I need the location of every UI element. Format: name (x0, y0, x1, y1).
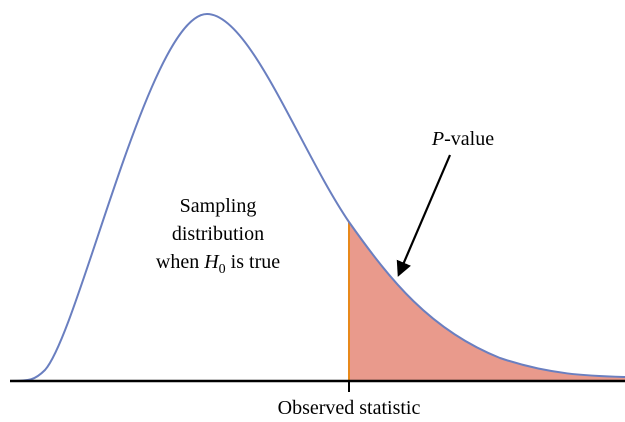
p-value-arrow (396, 154, 452, 277)
subscript: 0 (219, 262, 226, 277)
distribution-curve (9, 12, 625, 382)
observed-label: Observed statistic (278, 397, 421, 419)
p-value-label: P-value (431, 128, 494, 150)
sampling-line-3: when H0 is true (156, 251, 280, 277)
sampling-line-2: distribution (172, 223, 264, 245)
symbol: H (203, 251, 220, 273)
text: is true (226, 251, 281, 273)
p-value-area (349, 222, 625, 381)
symbol: P (431, 128, 444, 150)
text: when (156, 251, 204, 273)
sampling-line-1: Sampling (180, 195, 257, 217)
text: -value (444, 128, 494, 150)
